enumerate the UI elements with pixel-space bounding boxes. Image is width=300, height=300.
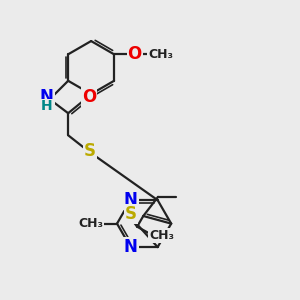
Text: N: N	[124, 191, 137, 209]
Text: S: S	[124, 206, 136, 224]
Text: O: O	[82, 88, 96, 106]
Text: CH₃: CH₃	[149, 229, 174, 242]
Text: CH₃: CH₃	[79, 217, 104, 230]
Text: O: O	[128, 45, 142, 63]
Text: H: H	[41, 99, 52, 113]
Text: CH₃: CH₃	[148, 48, 173, 61]
Text: N: N	[40, 88, 54, 106]
Text: N: N	[124, 238, 137, 256]
Text: S: S	[84, 142, 96, 160]
